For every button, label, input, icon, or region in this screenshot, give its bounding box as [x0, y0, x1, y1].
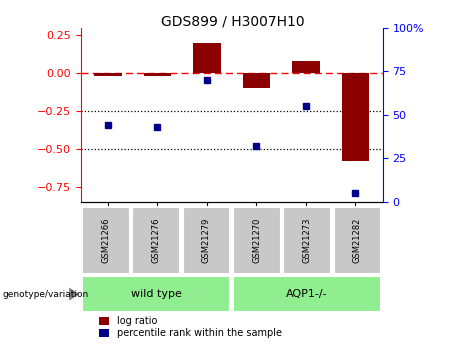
Bar — [342, 73, 369, 161]
Text: GSM21266: GSM21266 — [101, 218, 110, 263]
Text: GSM21282: GSM21282 — [353, 218, 362, 263]
Bar — [243, 73, 270, 88]
Text: GSM21273: GSM21273 — [302, 218, 312, 263]
Bar — [292, 61, 319, 73]
Legend: log ratio, percentile rank within the sample: log ratio, percentile rank within the sa… — [97, 314, 284, 340]
Text: GSM21270: GSM21270 — [252, 218, 261, 263]
Bar — [193, 43, 220, 73]
Text: genotype/variation: genotype/variation — [2, 289, 89, 299]
Text: GSM21279: GSM21279 — [202, 218, 211, 263]
Bar — [95, 73, 122, 76]
Text: GSM21276: GSM21276 — [152, 218, 161, 263]
Text: AQP1-/-: AQP1-/- — [286, 289, 328, 299]
Bar — [144, 73, 171, 76]
Text: GDS899 / H3007H10: GDS899 / H3007H10 — [161, 14, 305, 29]
Text: wild type: wild type — [131, 289, 182, 299]
